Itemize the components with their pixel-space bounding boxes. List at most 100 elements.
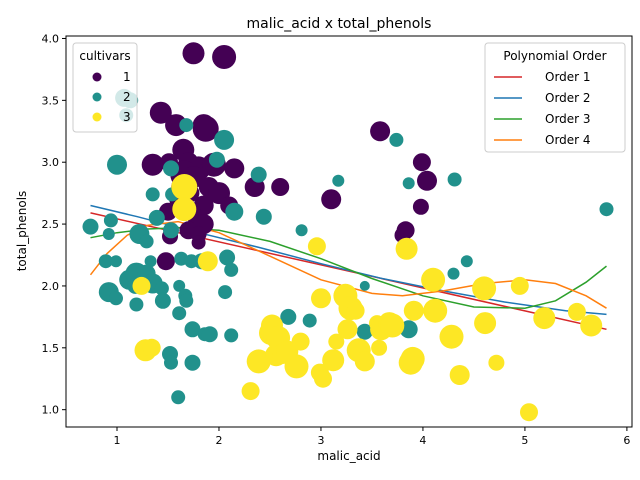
point-cultivar-2 <box>173 279 186 292</box>
point-cultivar-3 <box>423 298 448 323</box>
point-cultivar-3 <box>533 307 556 330</box>
point-cultivar-2 <box>82 218 99 235</box>
point-cultivar-3 <box>380 313 405 338</box>
legend-cultivar-2-marker <box>92 92 102 102</box>
legend-order-4-label: Order 4 <box>545 133 591 147</box>
point-cultivar-2 <box>359 280 370 291</box>
point-cultivar-3 <box>474 312 497 335</box>
point-cultivar-3 <box>246 349 271 374</box>
point-cultivar-2 <box>447 267 460 280</box>
x-tick-label: 2 <box>215 434 222 447</box>
point-cultivar-2 <box>179 118 194 133</box>
point-cultivar-2 <box>129 297 144 312</box>
legend-cultivar-2-label: 2 <box>123 90 131 104</box>
scatter-points <box>82 42 614 422</box>
point-cultivar-2 <box>184 321 201 338</box>
legend-lines-box <box>484 42 626 153</box>
point-cultivar-2 <box>109 291 123 306</box>
fit-line-order-3 <box>90 227 607 309</box>
point-cultivar-2 <box>599 202 614 217</box>
y-tick-label: 3.5 <box>42 94 60 107</box>
point-cultivar-3 <box>488 354 505 371</box>
point-cultivar-1 <box>149 101 172 124</box>
point-cultivar-2 <box>224 328 239 343</box>
point-cultivar-2 <box>172 306 187 321</box>
point-cultivar-3 <box>171 174 198 200</box>
point-cultivar-3 <box>400 346 425 371</box>
point-cultivar-3 <box>197 251 218 272</box>
point-cultivar-3 <box>314 369 332 388</box>
legend-order-1-label: Order 1 <box>545 70 591 84</box>
point-cultivar-2 <box>154 281 169 296</box>
x-tick-label: 4 <box>419 434 426 447</box>
y-tick-label: 1.0 <box>42 404 60 417</box>
legend-cultivars-box <box>72 42 138 133</box>
point-cultivar-3 <box>172 197 197 222</box>
point-cultivar-2 <box>110 255 122 268</box>
point-cultivar-2 <box>255 208 272 225</box>
x-tick-label: 3 <box>317 434 324 447</box>
x-axis: 1 2 3 4 5 6 <box>113 427 630 447</box>
point-cultivar-3 <box>421 267 446 292</box>
point-cultivar-3 <box>132 276 151 295</box>
legend-order-2-label: Order 2 <box>545 91 591 105</box>
point-cultivar-3 <box>354 351 375 372</box>
point-cultivar-2 <box>98 254 113 269</box>
point-cultivar-2 <box>163 222 179 239</box>
point-cultivar-1 <box>417 170 437 191</box>
point-cultivar-2 <box>164 355 178 370</box>
legend-cultivar-3-label: 3 <box>123 110 131 124</box>
point-cultivar-3 <box>395 237 418 260</box>
point-cultivar-2 <box>102 228 115 240</box>
point-cultivar-3 <box>510 276 529 295</box>
point-cultivar-2 <box>219 249 236 266</box>
point-cultivar-3 <box>449 365 470 385</box>
point-cultivar-3 <box>322 349 345 372</box>
point-cultivar-1 <box>141 153 164 176</box>
point-cultivar-2 <box>460 255 473 268</box>
y-tick-label: 2.0 <box>42 280 60 293</box>
point-cultivar-3 <box>311 288 331 309</box>
legend-polynomial-order: Polynomial Order Order 1 Order 2 Order 3… <box>484 42 626 153</box>
point-cultivar-2 <box>356 323 373 340</box>
point-cultivar-2 <box>280 308 297 325</box>
point-cultivar-2 <box>302 313 317 328</box>
point-cultivar-2 <box>107 154 127 175</box>
point-cultivar-1 <box>165 114 188 137</box>
y-tick-label: 2.5 <box>42 218 60 231</box>
legend-cultivar-1-marker <box>92 72 102 82</box>
point-cultivar-2 <box>208 151 225 168</box>
point-cultivar-2 <box>139 234 154 249</box>
point-cultivar-2 <box>103 213 118 228</box>
y-tick-label: 1.5 <box>42 342 60 355</box>
point-cultivar-3 <box>520 403 538 422</box>
x-tick-label: 6 <box>623 434 630 447</box>
point-cultivar-2 <box>184 354 201 371</box>
point-cultivar-2 <box>154 292 171 309</box>
point-cultivar-1 <box>321 189 342 210</box>
x-tick-label: 1 <box>113 434 120 447</box>
point-cultivar-2 <box>250 166 267 183</box>
point-cultivar-2 <box>225 202 244 221</box>
chart-title: malic_acid x total_phenols <box>247 16 432 32</box>
point-cultivar-1 <box>191 235 206 250</box>
point-cultivar-1 <box>412 153 431 172</box>
plot-frame <box>65 35 633 428</box>
point-cultivar-2 <box>214 129 235 150</box>
point-cultivar-1 <box>412 198 429 215</box>
x-tick-label: 5 <box>521 434 528 447</box>
point-cultivar-1 <box>396 221 415 240</box>
point-cultivar-3 <box>328 333 345 350</box>
point-cultivar-2 <box>295 224 308 237</box>
x-axis-label: malic_acid <box>317 449 380 463</box>
point-cultivar-3 <box>346 301 365 320</box>
point-cultivar-3 <box>337 319 358 340</box>
legend-cultivars-title: cultivars <box>79 49 130 63</box>
point-cultivar-2 <box>163 160 179 177</box>
point-cultivar-3 <box>241 382 260 401</box>
point-cultivar-3 <box>142 338 161 357</box>
point-cultivar-2 <box>144 255 157 268</box>
point-cultivar-3 <box>472 276 497 301</box>
point-cultivar-3 <box>291 332 310 351</box>
